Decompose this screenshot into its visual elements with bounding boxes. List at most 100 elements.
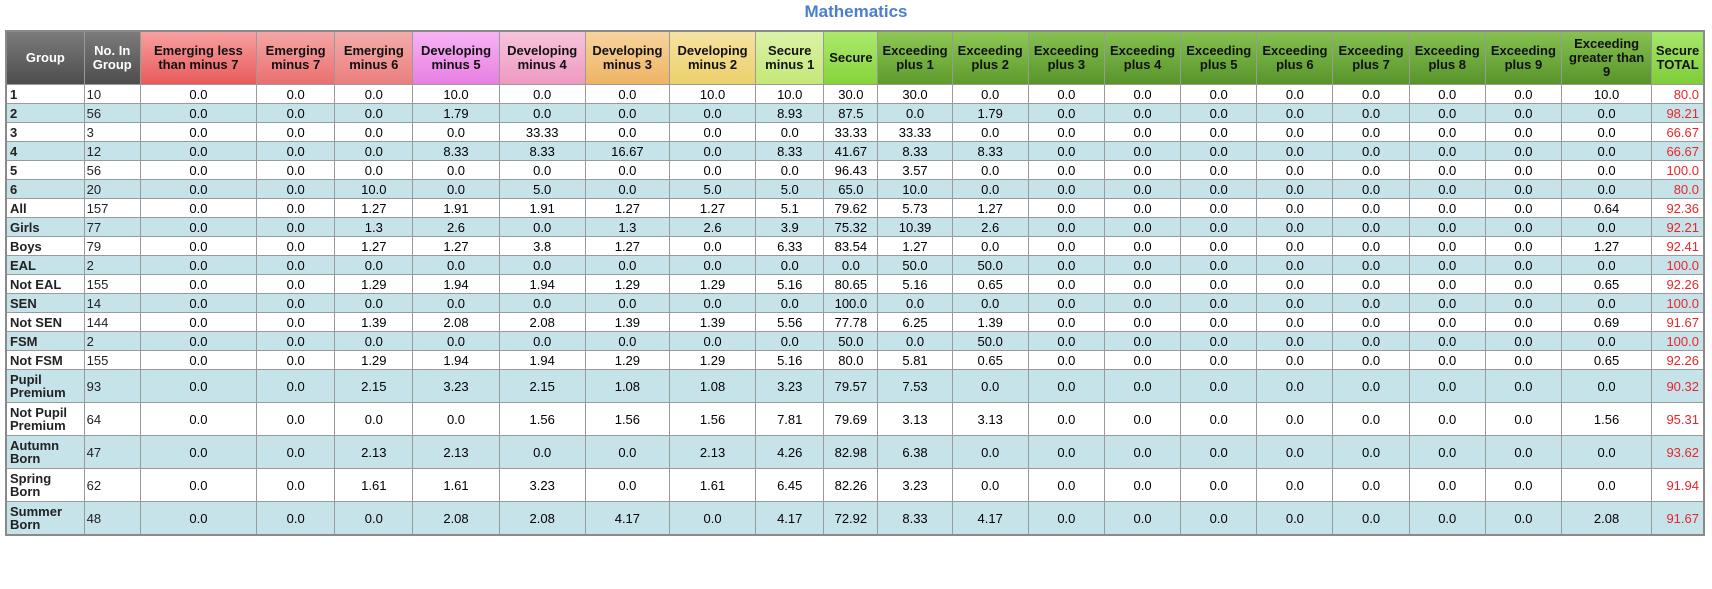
value-cell: 0.64 bbox=[1560, 198, 1653, 218]
value-cell: 0.0 bbox=[139, 293, 258, 313]
value-cell: 0.0 bbox=[1408, 293, 1486, 313]
value-cell: 3.23 bbox=[877, 468, 953, 502]
value-cell: 1.29 bbox=[668, 274, 757, 294]
table-row: 1 10 0.0 0.0 0.0 10.0 0.0 0.0 10.0 10.0 30.0 30.0 0.… bbox=[5, 84, 1705, 104]
value-cell: 0.0 bbox=[1180, 312, 1258, 332]
count-cell: 3 bbox=[83, 122, 141, 142]
value-cell: 0.0 bbox=[1103, 160, 1182, 180]
value-cell: 4.26 bbox=[755, 435, 825, 469]
value-cell: 0.0 bbox=[1103, 217, 1182, 237]
total-cell: 80.0 bbox=[1651, 179, 1705, 199]
value-cell: 0.0 bbox=[256, 198, 336, 218]
value-cell: 0.0 bbox=[498, 255, 586, 275]
value-cell: 1.91 bbox=[412, 198, 500, 218]
value-cell: 0.0 bbox=[668, 501, 757, 536]
table-row: Autumn Born 47 0.0 0.0 2.13 2.13 0.0 0.0 2.13 4.2… bbox=[5, 435, 1705, 469]
value-cell: 0.0 bbox=[256, 350, 336, 370]
count-cell: 56 bbox=[83, 103, 141, 123]
value-cell: 0.0 bbox=[1408, 331, 1486, 351]
value-cell: 0.0 bbox=[1408, 501, 1486, 536]
value-cell: 1.39 bbox=[668, 312, 757, 332]
value-cell: 0.0 bbox=[1256, 103, 1334, 123]
value-cell: 0.0 bbox=[584, 179, 670, 199]
value-cell: 0.0 bbox=[1103, 198, 1182, 218]
value-cell: 1.56 bbox=[498, 402, 586, 436]
value-cell: 0.0 bbox=[668, 103, 757, 123]
value-cell: 0.0 bbox=[1484, 350, 1562, 370]
value-cell: 0.0 bbox=[1256, 236, 1334, 256]
value-cell: 0.0 bbox=[1408, 274, 1486, 294]
value-cell: 0.0 bbox=[139, 160, 258, 180]
count-cell: 157 bbox=[83, 198, 141, 218]
value-cell: 0.0 bbox=[1180, 84, 1258, 104]
value-cell: 0.0 bbox=[1332, 435, 1410, 469]
total-cell: 91.67 bbox=[1651, 312, 1705, 332]
value-cell: 0.0 bbox=[139, 369, 258, 403]
count-cell: 48 bbox=[83, 501, 141, 536]
value-cell: 1.29 bbox=[668, 350, 757, 370]
group-cell: FSM bbox=[5, 331, 85, 351]
group-cell: 4 bbox=[5, 141, 85, 161]
value-cell: 0.0 bbox=[139, 198, 258, 218]
value-cell: 0.0 bbox=[256, 236, 336, 256]
group-cell: 2 bbox=[5, 103, 85, 123]
value-cell: 0.0 bbox=[139, 501, 258, 536]
value-cell: 0.0 bbox=[1408, 236, 1486, 256]
value-cell: 5.16 bbox=[877, 274, 953, 294]
header-row: Group No. In Group Emerging less than mi… bbox=[5, 30, 1705, 85]
value-cell: 0.0 bbox=[256, 331, 336, 351]
value-cell: 0.0 bbox=[1332, 468, 1410, 502]
total-cell: 92.21 bbox=[1651, 217, 1705, 237]
value-cell: 0.0 bbox=[1332, 236, 1410, 256]
value-cell: 0.0 bbox=[1256, 312, 1334, 332]
value-cell: 0.0 bbox=[1103, 179, 1182, 199]
col-header: Exceeding plus 1 bbox=[877, 30, 953, 85]
value-cell: 0.0 bbox=[877, 103, 953, 123]
table-row: Not Pupil Premium 64 0.0 0.0 0.0 0.0 1.56 1.56 1… bbox=[5, 402, 1705, 436]
value-cell: 0.65 bbox=[1560, 350, 1653, 370]
value-cell: 0.0 bbox=[412, 122, 500, 142]
total-cell: 93.62 bbox=[1651, 435, 1705, 469]
total-cell: 80.0 bbox=[1651, 84, 1705, 104]
value-cell: 0.0 bbox=[1103, 293, 1182, 313]
value-cell: 0.0 bbox=[951, 179, 1029, 199]
value-cell: 50.0 bbox=[951, 331, 1029, 351]
value-cell: 0.0 bbox=[1560, 468, 1653, 502]
table-row: Pupil Premium 93 0.0 0.0 2.15 3.23 2.15 1.08 1.0… bbox=[5, 369, 1705, 403]
value-cell: 0.0 bbox=[1484, 122, 1562, 142]
col-header: Exceeding plus 9 bbox=[1484, 30, 1562, 85]
value-cell: 10.39 bbox=[877, 217, 953, 237]
value-cell: 0.0 bbox=[1256, 435, 1334, 469]
value-cell: 0.0 bbox=[1256, 141, 1334, 161]
value-cell: 0.0 bbox=[1027, 331, 1105, 351]
value-cell: 0.0 bbox=[1408, 255, 1486, 275]
value-cell: 0.0 bbox=[1027, 468, 1105, 502]
value-cell: 1.91 bbox=[498, 198, 586, 218]
value-cell: 0.0 bbox=[877, 293, 953, 313]
value-cell: 0.0 bbox=[256, 293, 336, 313]
value-cell: 0.0 bbox=[1484, 369, 1562, 403]
value-cell: 0.0 bbox=[1027, 122, 1105, 142]
value-cell: 0.0 bbox=[498, 160, 586, 180]
value-cell: 0.0 bbox=[877, 331, 953, 351]
value-cell: 0.0 bbox=[412, 179, 500, 199]
value-cell: 0.0 bbox=[1256, 255, 1334, 275]
value-cell: 4.17 bbox=[584, 501, 670, 536]
value-cell: 0.0 bbox=[1332, 402, 1410, 436]
value-cell: 0.0 bbox=[584, 122, 670, 142]
value-cell: 0.0 bbox=[1027, 103, 1105, 123]
table-row: Not SEN 144 0.0 0.0 1.39 2.08 2.08 1.39 1.39 5.56… bbox=[5, 312, 1705, 332]
total-cell: 100.0 bbox=[1651, 160, 1705, 180]
value-cell: 0.0 bbox=[334, 141, 414, 161]
value-cell: 0.0 bbox=[1332, 369, 1410, 403]
value-cell: 0.0 bbox=[256, 435, 336, 469]
value-cell: 77.78 bbox=[823, 312, 879, 332]
value-cell: 2.08 bbox=[1560, 501, 1653, 536]
group-cell: SEN bbox=[5, 293, 85, 313]
group-cell: Spring Born bbox=[5, 468, 85, 502]
value-cell: 0.0 bbox=[1408, 160, 1486, 180]
value-cell: 0.0 bbox=[1560, 179, 1653, 199]
table-row: 4 12 0.0 0.0 0.0 8.33 8.33 16.67 0.0 8.33 41.67 8.3… bbox=[5, 141, 1705, 161]
value-cell: 0.0 bbox=[139, 255, 258, 275]
total-cell: 95.31 bbox=[1651, 402, 1705, 436]
